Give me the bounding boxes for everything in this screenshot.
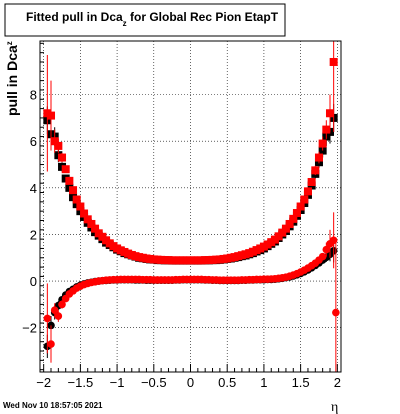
y-axis-label: pull in Dcaz bbox=[4, 41, 20, 116]
x-tick-label: 2 bbox=[334, 375, 341, 390]
data-point-circle bbox=[58, 300, 66, 309]
data-point-square bbox=[83, 215, 92, 224]
x-tick-label: 0 bbox=[187, 375, 194, 390]
data-point-square bbox=[325, 109, 334, 118]
data-point-square bbox=[80, 209, 89, 218]
x-tick-label: 1 bbox=[260, 375, 267, 390]
x-tick-label: 1.5 bbox=[292, 375, 310, 390]
x-tick-label: −1 bbox=[110, 375, 125, 390]
y-tick-label: 2 bbox=[30, 227, 37, 242]
x-axis-label: η bbox=[331, 400, 338, 414]
y-tick-label: 0 bbox=[30, 274, 37, 289]
data-point-square bbox=[303, 187, 312, 196]
data-point-square bbox=[289, 214, 298, 223]
axes: −2 −1.5 −1 −0.5 0 0.5 1 1.5 2 −2 0 2 4 6 8 bbox=[22, 42, 341, 390]
data-point-square bbox=[54, 141, 63, 150]
data-point-square bbox=[318, 139, 327, 148]
series-3 bbox=[43, 212, 338, 363]
title-box bbox=[4, 3, 286, 37]
data-point-square bbox=[58, 153, 67, 162]
x-tick-label: −2 bbox=[36, 375, 51, 390]
data-point-square bbox=[329, 57, 338, 66]
y-tick-label: 4 bbox=[30, 181, 37, 196]
chart-title-subscript: z bbox=[123, 19, 127, 28]
data-point-circle bbox=[329, 236, 338, 245]
data-point-square bbox=[311, 166, 320, 175]
data-point-square bbox=[314, 153, 323, 162]
chart-title: Fitted pull in Dcaz for Global Rec Pion … bbox=[26, 10, 279, 28]
data-marks bbox=[43, 41, 340, 372]
data-point-square bbox=[300, 195, 309, 204]
data-point-circle bbox=[54, 312, 63, 320]
data-point-circle bbox=[322, 245, 331, 254]
data-point-square bbox=[61, 165, 70, 174]
data-point-square bbox=[281, 224, 290, 233]
chart-title-rest: for Global Rec Pion EtapT bbox=[127, 10, 279, 24]
data-point-circle bbox=[47, 340, 55, 348]
data-point-circle bbox=[50, 306, 59, 315]
data-point-square bbox=[50, 137, 59, 146]
data-point-square bbox=[292, 209, 301, 218]
data-point-square bbox=[47, 111, 56, 120]
data-point-square bbox=[76, 202, 85, 211]
grid-lines bbox=[40, 41, 341, 372]
x-tick-label: −1.5 bbox=[68, 375, 94, 390]
data-point-square bbox=[285, 219, 294, 228]
data-point-square bbox=[72, 195, 81, 204]
y-axis-label-subscript: z bbox=[5, 41, 14, 45]
series-4 bbox=[332, 242, 340, 372]
y-tick-label: 6 bbox=[30, 134, 37, 149]
series-1 bbox=[43, 41, 338, 265]
data-point-square bbox=[65, 176, 74, 185]
data-point-circle bbox=[43, 314, 52, 323]
y-tick-label: −2 bbox=[22, 321, 37, 336]
data-point-square bbox=[91, 224, 100, 233]
data-point-circle bbox=[332, 308, 340, 317]
y-tick-label: 8 bbox=[30, 88, 37, 103]
data-point-square bbox=[307, 178, 316, 187]
data-point-square bbox=[87, 219, 96, 228]
footer-timestamp: Wed Nov 10 18:57:05 2021 bbox=[3, 401, 103, 410]
data-point-square bbox=[322, 125, 331, 134]
data-point-square bbox=[296, 202, 305, 211]
x-tick-label: −0.5 bbox=[141, 375, 167, 390]
data-point-square bbox=[69, 186, 78, 195]
data-point-circle bbox=[318, 252, 327, 261]
x-tick-label: 0.5 bbox=[218, 375, 236, 390]
